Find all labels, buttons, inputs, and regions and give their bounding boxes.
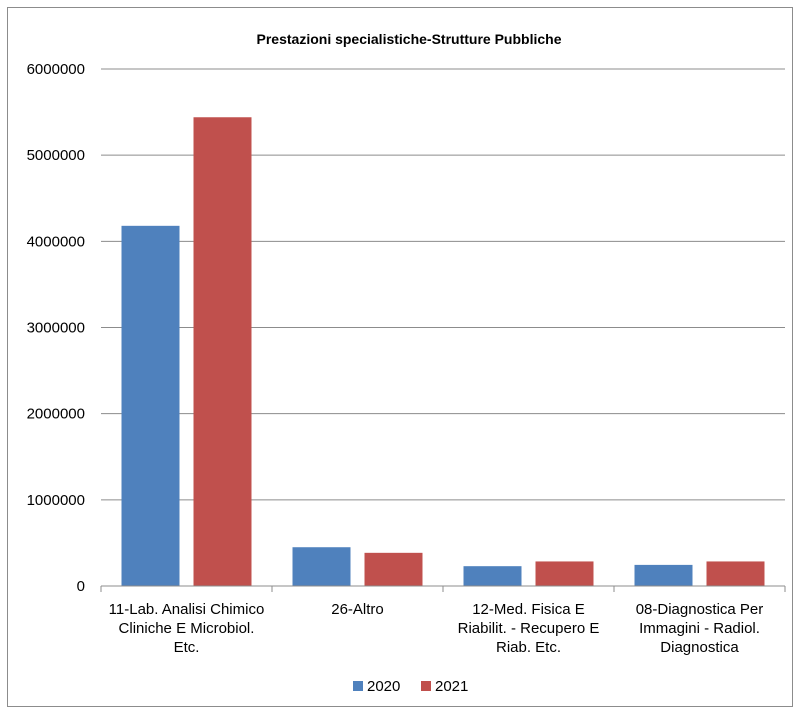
x-category-label-line: 26-Altro (331, 601, 384, 618)
bars (121, 117, 765, 587)
legend-label-2021: 2021 (435, 678, 468, 695)
bar-2020-2 (463, 566, 522, 586)
x-category-label-line: 11-Lab. Analisi Chimico (109, 601, 265, 618)
y-axis-tick-labels: 0 1000000 2000000 3000000 4000000 5000000 6000… (27, 61, 85, 595)
x-category-label: 11-Lab. Analisi Chimico Cliniche E Microb… (109, 601, 265, 656)
x-category-label-line: Diagnostica (660, 639, 739, 656)
y-tick-label: 2000000 (27, 406, 85, 423)
chart-title: Prestazioni specialistiche-Strutture Pub… (257, 31, 562, 47)
bar-2021-2 (535, 561, 594, 586)
legend-swatch-2020 (353, 681, 363, 691)
x-category-label-line: Riab. Etc. (496, 639, 561, 656)
y-tick-label: 3000000 (27, 320, 85, 337)
y-tick-label: 5000000 (27, 147, 85, 164)
y-tick-label: 1000000 (27, 492, 85, 509)
y-tick-label: 4000000 (27, 233, 85, 250)
x-category-label-line: 12-Med. Fisica E (472, 601, 585, 618)
x-axis (100, 585, 786, 592)
x-category-label-line: Riabilit. - Recupero E (458, 620, 600, 637)
bar-2021-3 (706, 561, 765, 586)
legend-swatch-2021 (421, 681, 431, 691)
y-tick-label: 6000000 (27, 61, 85, 78)
x-category-label: 12-Med. Fisica E Riabilit. - Recupero E Ri… (458, 601, 600, 656)
y-tick-label: 0 (77, 578, 85, 595)
bar-2020-3 (634, 564, 693, 586)
bar-2020-1 (292, 547, 351, 586)
legend: 2020 2021 (353, 678, 468, 695)
x-category-label: 08-Diagnostica Per Immagini - Radiol. Diag… (636, 601, 764, 656)
x-category-label-line: 08-Diagnostica Per (636, 601, 764, 618)
x-category-label-line: Cliniche E Microbiol. (119, 620, 255, 637)
x-axis-category-labels: 11-Lab. Analisi Chimico Cliniche E Microb… (109, 601, 764, 656)
bar-2021-0 (193, 117, 252, 587)
bar-2021-1 (364, 552, 423, 586)
legend-label-2020: 2020 (367, 678, 400, 695)
x-category-label-line: Immagini - Radiol. (639, 620, 760, 637)
x-category-label-line: Etc. (174, 639, 200, 656)
x-category-label: 26-Altro (331, 601, 384, 618)
bar-2020-0 (121, 225, 180, 586)
